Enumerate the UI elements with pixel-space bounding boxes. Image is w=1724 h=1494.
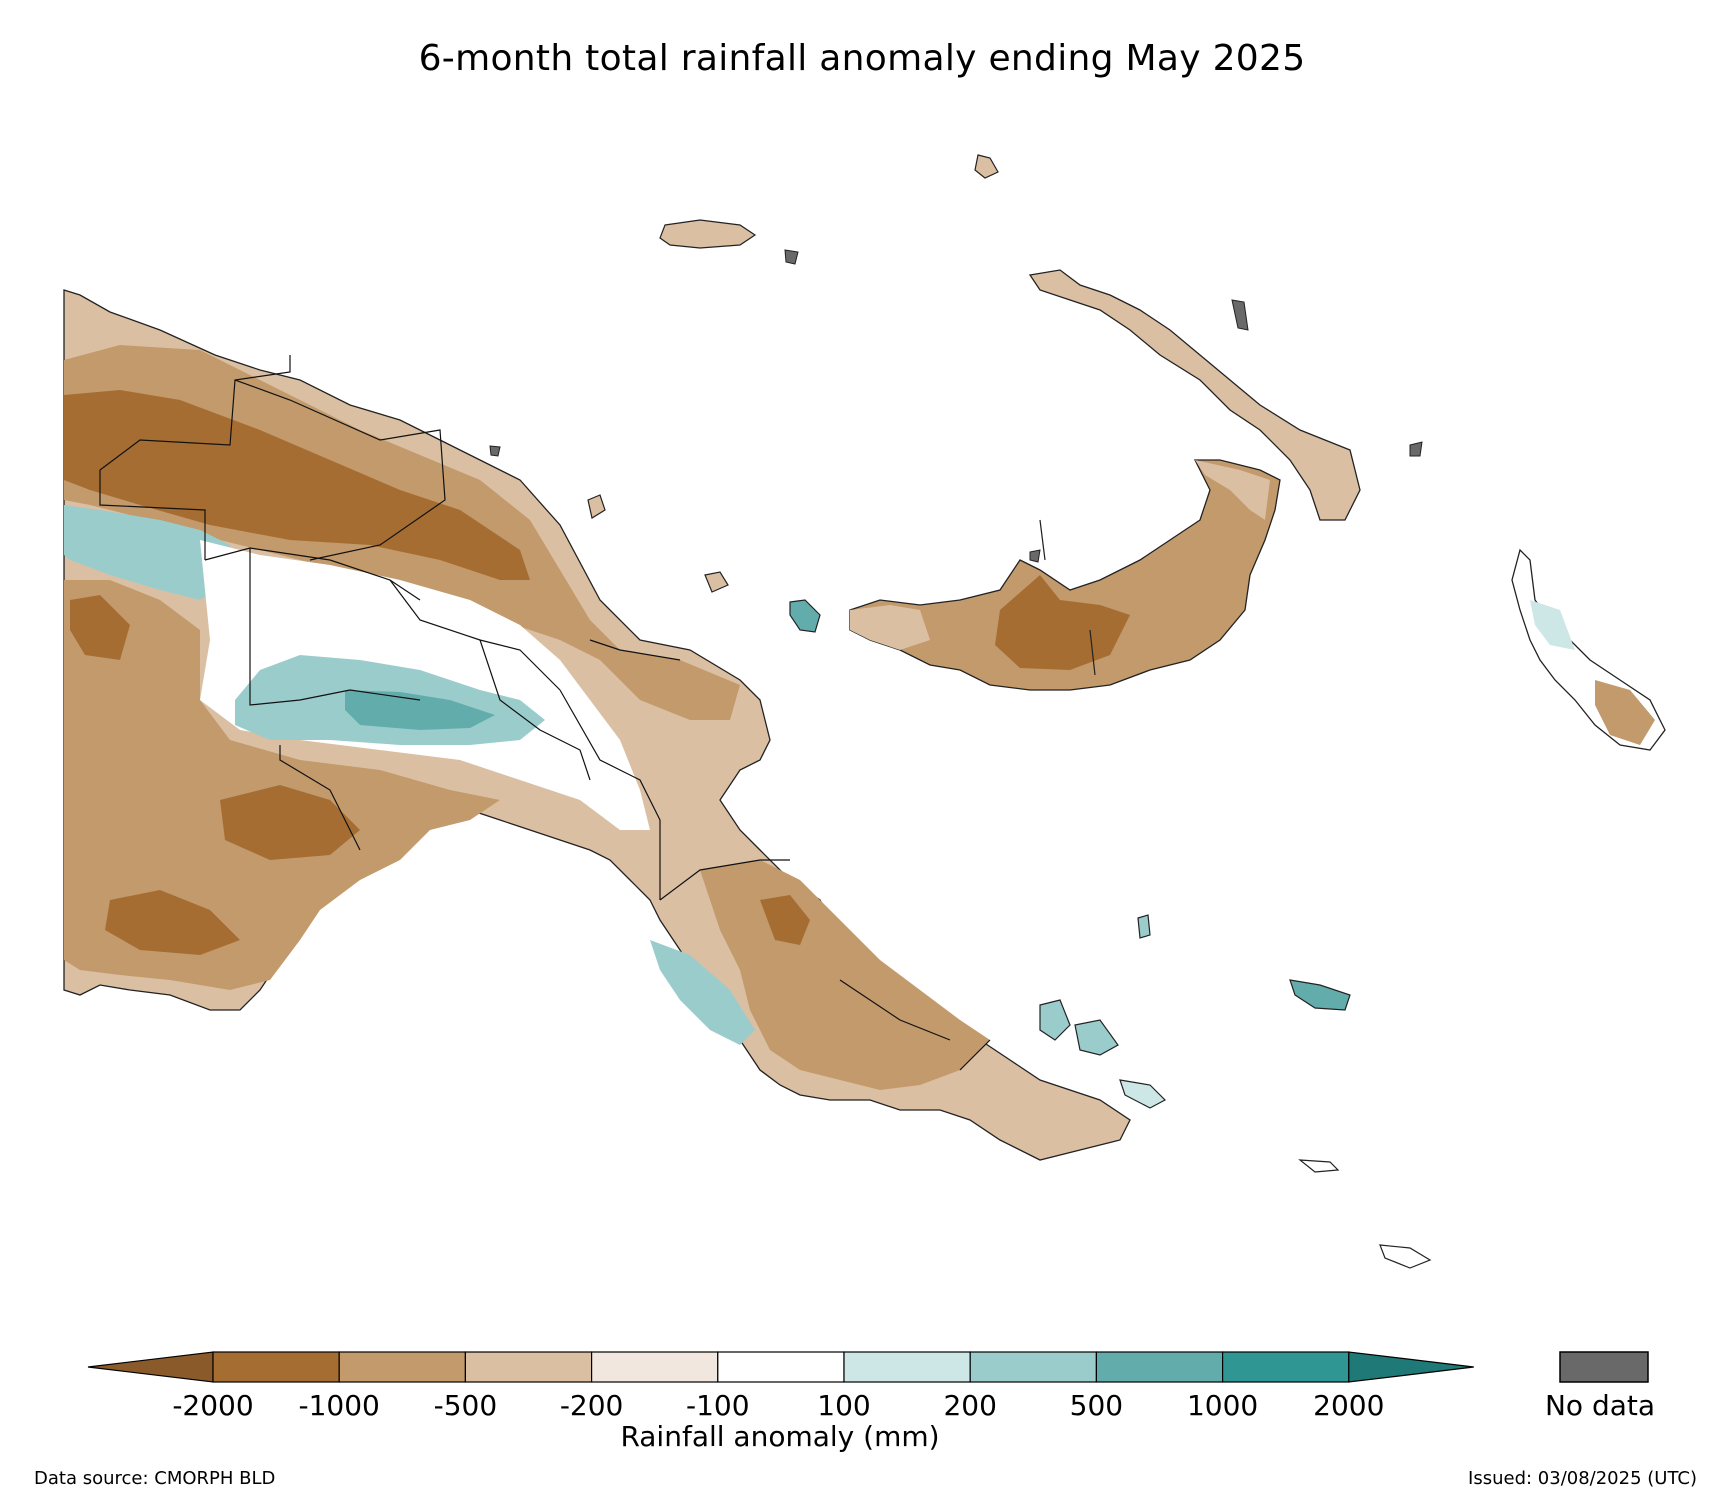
south-very-dry-1 <box>220 785 360 860</box>
rossel-island <box>1379 1244 1432 1269</box>
west-dry-blob <box>70 595 130 660</box>
misima-island <box>1119 1079 1166 1109</box>
new-britain-very-dry <box>995 575 1130 670</box>
bougainville-wet <box>1530 600 1575 650</box>
nodata-island-1 <box>784 249 799 265</box>
colorbar-tick-label: 500 <box>1069 1389 1124 1422</box>
colorbar-tick-label: 2000 <box>1313 1389 1385 1422</box>
data-source-note: Data source: CMORPH BLD <box>34 1468 276 1489</box>
peninsula-very-dry <box>760 895 810 945</box>
province-borders <box>99 355 991 1071</box>
colorbar-tick-label: -500 <box>433 1389 498 1422</box>
nodata-island-3 <box>1409 441 1423 457</box>
colorbar-tick-label: 100 <box>817 1389 871 1422</box>
new-ireland-base <box>1028 269 1361 521</box>
colorbar-segment <box>338 1351 467 1383</box>
colorbar-extend-low <box>87 1351 214 1383</box>
mussau-island <box>974 154 999 179</box>
southeast-islands <box>1039 914 1432 1269</box>
colorbar-extend-high <box>1348 1351 1474 1383</box>
karkar-island <box>587 494 606 519</box>
northern-islands <box>489 154 1423 633</box>
highlands-wetter <box>345 690 495 730</box>
west-wet-strip <box>64 505 230 600</box>
colorbar-axis-label: Rainfall anomaly (mm) <box>620 1420 940 1453</box>
colorbar-tick-label: -200 <box>559 1389 624 1422</box>
bougainville-dry <box>1595 680 1655 745</box>
colorbar-segment <box>464 1351 593 1383</box>
south-very-dry-2 <box>105 890 240 955</box>
colorbar-tick-label: 200 <box>943 1389 997 1422</box>
bougainville <box>1511 548 1666 751</box>
nodata-island-4 <box>489 445 501 457</box>
no-data-swatch <box>1559 1351 1649 1383</box>
trobriand-island <box>1137 914 1151 939</box>
colorbar-segment <box>590 1351 719 1383</box>
new-britain-east-dry <box>1195 460 1270 520</box>
sudest-island <box>1298 1159 1340 1173</box>
new-britain-west-light <box>850 605 930 650</box>
nodata-island-2 <box>1231 299 1249 331</box>
new-ireland <box>1028 269 1361 521</box>
colorbar-segment <box>1221 1351 1350 1383</box>
new-britain-base <box>849 459 1281 691</box>
fergusson-island <box>1039 999 1071 1041</box>
colorbar-segment <box>212 1351 340 1383</box>
long-island <box>704 571 729 593</box>
normanby-island <box>1074 1019 1119 1056</box>
manus-island <box>659 219 757 249</box>
colorbar-tick-label: -100 <box>686 1389 750 1422</box>
colorbar-segment <box>969 1351 1098 1383</box>
issued-date: Issued: 03/08/2025 (UTC) <box>1468 1468 1697 1489</box>
no-data-label: No data <box>1544 1389 1656 1422</box>
colorbar-segment <box>717 1351 845 1383</box>
peninsula-dry <box>700 860 990 1090</box>
colorbar-tick-label: 1000 <box>1186 1389 1259 1422</box>
woodlark-island <box>1289 979 1351 1011</box>
colorbar-segment <box>843 1351 971 1383</box>
colorbar-tick-label: -2000 <box>172 1389 254 1422</box>
colorbar-segment <box>1095 1351 1224 1383</box>
colorbar <box>87 1351 1474 1383</box>
umboi-island <box>789 599 821 633</box>
new-britain <box>849 459 1281 691</box>
mainland-png <box>63 289 1131 1161</box>
south-dry <box>64 580 500 990</box>
map-title: 6-month total rainfall anomaly ending Ma… <box>418 38 1306 79</box>
north-very-dry <box>64 390 530 580</box>
nodata-island-5 <box>1029 549 1041 563</box>
colorbar-tick-label: -1000 <box>298 1389 380 1422</box>
southeast-coast-wet <box>650 940 755 1045</box>
